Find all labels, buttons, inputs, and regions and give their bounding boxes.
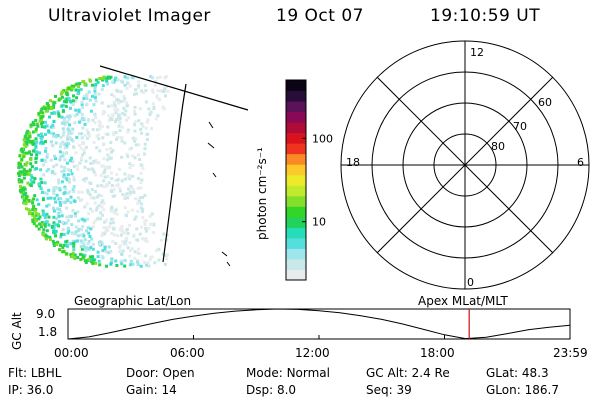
colorbar-cell bbox=[286, 174, 306, 186]
colorbar-tick-label: 10 bbox=[312, 216, 326, 229]
colorbar-cell bbox=[286, 164, 306, 176]
orbit-x-tick-1800: 18:00 bbox=[420, 346, 455, 360]
lat-label-70: 70 bbox=[513, 120, 527, 133]
auroral-emission-pixels bbox=[17, 75, 170, 268]
time-label: 19:10:59 UT bbox=[430, 6, 541, 26]
orbit-y-tick-max: 9.0 bbox=[36, 307, 56, 321]
mlt-label-6: 6 bbox=[577, 156, 584, 169]
info-dsp: Dsp: 8.0 bbox=[246, 383, 297, 397]
geographic-grid-line bbox=[99, 65, 249, 111]
info-gain: Gain: 14 bbox=[126, 383, 177, 397]
orbit-x-tick-1200: 12:00 bbox=[295, 346, 330, 360]
info-glon: GLon: 186.7 bbox=[486, 383, 559, 397]
colorbar-cell bbox=[286, 143, 306, 155]
info-glat: GLat: 48.3 bbox=[486, 366, 549, 380]
colorbar-cell bbox=[286, 122, 306, 134]
colorbar-cell bbox=[286, 206, 306, 218]
info-ip: IP: 36.0 bbox=[8, 383, 54, 397]
colorbar-cell bbox=[286, 248, 306, 260]
colorbar-cell bbox=[286, 258, 306, 270]
colorbar-tick-label: 100 bbox=[312, 132, 333, 145]
mlt-label-12: 12 bbox=[470, 46, 484, 59]
lat-label-80: 80 bbox=[491, 140, 505, 153]
colorbar-cell bbox=[286, 111, 306, 123]
info-filter: Flt: LBHL bbox=[8, 366, 62, 380]
orbit-x-tick-0600: 06:00 bbox=[170, 346, 205, 360]
mlt-label-0: 0 bbox=[467, 276, 474, 289]
colorbar-cell bbox=[286, 269, 306, 281]
colorbar-cell bbox=[286, 237, 306, 249]
mlt-label-18: 18 bbox=[346, 156, 360, 169]
orbit-right-title: Apex MLat/MLT bbox=[418, 294, 508, 308]
orbit-left-title: Geographic Lat/Lon bbox=[74, 294, 192, 308]
date-label: 19 Oct 07 bbox=[276, 6, 364, 26]
colorbar-cell bbox=[286, 101, 306, 113]
geographic-grid-line bbox=[162, 83, 187, 263]
colorbar-cell bbox=[286, 227, 306, 239]
lat-label-60: 60 bbox=[538, 96, 552, 109]
colorbar-cell bbox=[286, 216, 306, 228]
colorbar-cell bbox=[286, 153, 306, 165]
colorbar-cell bbox=[286, 90, 306, 102]
orbit-x-tick-0000: 00:00 bbox=[54, 346, 89, 360]
colorbar-cell bbox=[286, 132, 306, 144]
colorbar-cell bbox=[286, 80, 306, 92]
colorbar-cell bbox=[286, 195, 306, 207]
info-seq: Seq: 39 bbox=[366, 383, 412, 397]
colorbar-cell bbox=[286, 185, 306, 197]
geographic-grid-segment bbox=[207, 121, 231, 267]
info-gc-alt: GC Alt: 2.4 Re bbox=[366, 366, 450, 380]
info-door: Door: Open bbox=[126, 366, 195, 380]
orbit-altitude-line bbox=[67, 308, 571, 340]
orbit-x-tick-2359: 23:59 bbox=[553, 346, 588, 360]
orbit-y-tick-min: 1.8 bbox=[38, 325, 58, 339]
instrument-title: Ultraviolet Imager bbox=[48, 6, 211, 26]
info-mode: Mode: Normal bbox=[246, 366, 330, 380]
